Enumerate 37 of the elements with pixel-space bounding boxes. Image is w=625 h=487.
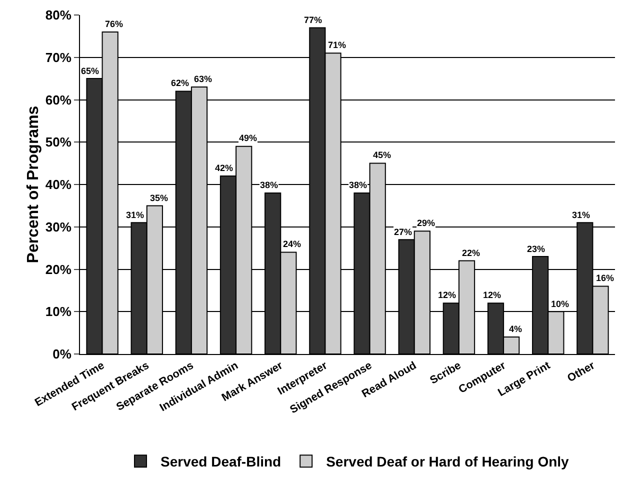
data-label: 12% [483, 290, 502, 300]
y-tick-label: 30% [45, 219, 72, 234]
y-tick-label: 80% [45, 8, 72, 23]
y-tick-label: 0% [52, 346, 72, 362]
data-label: 77% [304, 15, 322, 25]
data-label: 35% [150, 193, 168, 203]
data-label: 42% [215, 163, 234, 173]
data-label: 71% [328, 40, 346, 50]
data-label: 27% [394, 227, 412, 237]
data-label: 62% [171, 78, 190, 88]
data-label: 10% [551, 299, 570, 309]
data-label: 23% [527, 244, 546, 254]
data-label: 45% [373, 150, 392, 160]
y-tick-label: 10% [45, 304, 72, 320]
data-label: 4% [509, 324, 522, 334]
x-tick-label: Other [566, 359, 598, 385]
data-label: 38% [260, 180, 278, 190]
data-label: 16% [596, 273, 614, 283]
legend-label: Served Deaf or Hard of Hearing Only [326, 454, 570, 470]
y-tick-label: 70% [45, 50, 72, 65]
y-tick-label: 50% [45, 134, 72, 150]
data-label: 76% [105, 19, 124, 29]
data-label: 49% [239, 133, 258, 143]
data-label: 22% [462, 248, 480, 258]
y-axis-title: Percent of Programs [25, 106, 42, 264]
legend-label: Served Deaf-Blind [160, 454, 282, 470]
y-tick-label: 40% [45, 177, 72, 192]
y-tick-label: 20% [45, 262, 72, 277]
data-label: 65% [81, 66, 100, 76]
data-label: 12% [438, 290, 456, 300]
data-label: 24% [283, 239, 302, 249]
data-label: 31% [126, 210, 144, 220]
data-label: 63% [194, 74, 212, 84]
y-tick-label: 60% [45, 92, 72, 108]
data-label: 38% [349, 180, 368, 190]
data-label: 29% [417, 218, 436, 228]
data-label: 31% [572, 210, 590, 220]
